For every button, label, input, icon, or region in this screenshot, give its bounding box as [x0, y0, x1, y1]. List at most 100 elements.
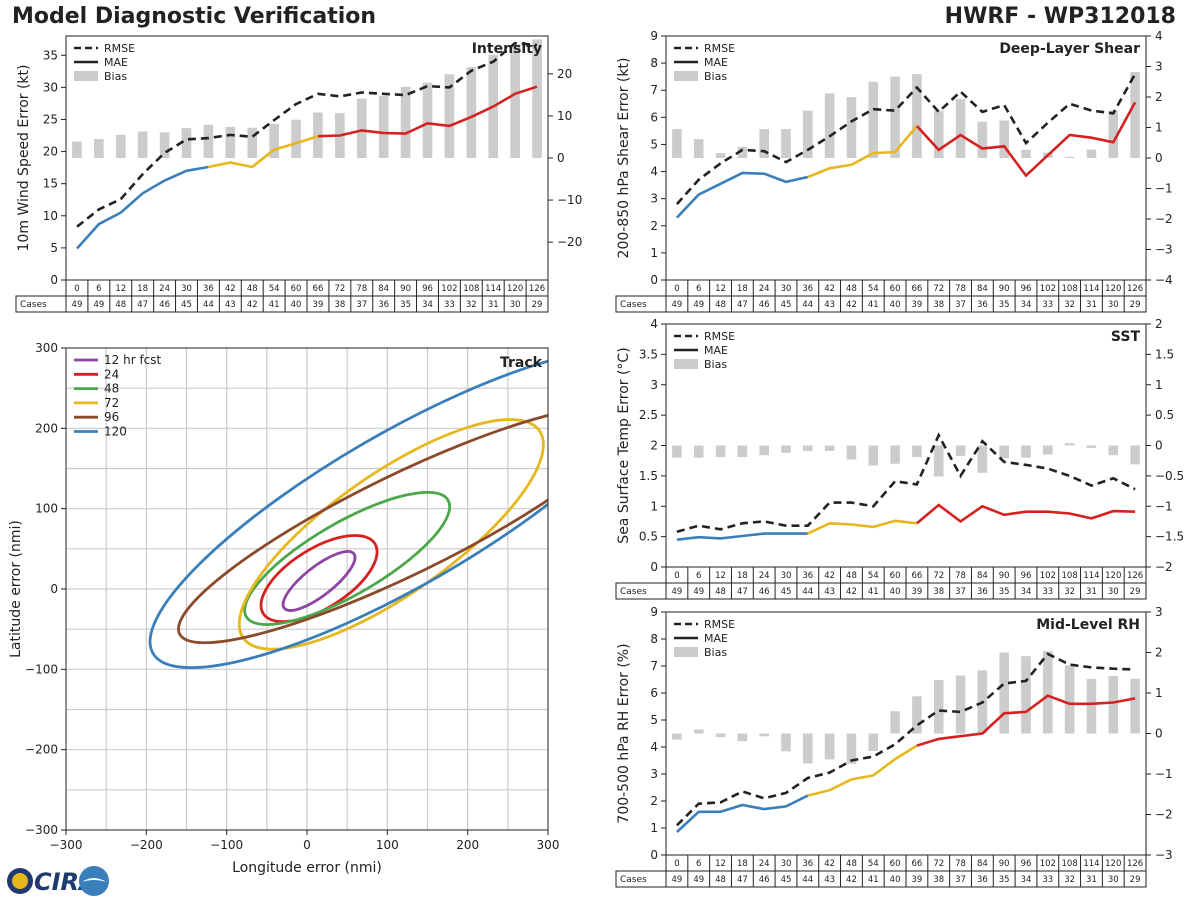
shear-case-count: 44 [802, 300, 813, 310]
rh-ytick-label: 5 [650, 713, 658, 727]
rh-hour-label: 96 [1021, 859, 1032, 869]
intensity-rmse-line [76, 41, 538, 228]
rh-ytick-label: 4 [650, 740, 658, 754]
sst-bias-bar [1108, 445, 1119, 456]
intensity-ytick-label: 5 [50, 241, 58, 255]
track-xlabel: Longitude error (nmi) [232, 860, 382, 876]
intensity-ytick-label: 20 [43, 145, 58, 159]
intensity-mae-line-mid [208, 134, 319, 169]
shear-y2tick-label: 2 [1155, 90, 1163, 104]
rh-case-count: 39 [911, 875, 922, 885]
intensity-legend-mae: MAE [104, 56, 128, 69]
shear-bias-bar [933, 110, 944, 158]
sst-hour-label: 126 [1127, 571, 1143, 581]
sst-ytick-label: 4 [650, 317, 658, 331]
intensity-ytick-label: 25 [43, 112, 58, 126]
sst-ytick-label: 0.5 [639, 530, 658, 544]
rh-ytick-label: 1 [650, 821, 658, 835]
shear-mae-line-early [675, 171, 809, 219]
intensity-case-count: 42 [247, 300, 258, 310]
intensity-hour-label: 126 [529, 284, 545, 294]
intensity-bias-bar [137, 131, 148, 158]
shear-hour-label: 30 [781, 284, 792, 294]
rh-hour-label: 54 [868, 859, 879, 869]
rh-hour-label: 90 [999, 859, 1010, 869]
rh-cases-label: Cases [620, 875, 647, 885]
sst-hour-label: 60 [890, 571, 901, 581]
rh-case-count: 34 [1021, 875, 1032, 885]
intensity-case-count: 35 [400, 300, 411, 310]
intensity-hour-label: 60 [291, 284, 302, 294]
shear-case-count: 49 [671, 300, 682, 310]
rh-case-count: 33 [1042, 875, 1053, 885]
shear-hour-label: 54 [868, 284, 879, 294]
shear-hour-label: 48 [846, 284, 857, 294]
sst-case-count: 49 [693, 587, 704, 597]
intensity-bias-bar [94, 139, 104, 158]
track-xtick-label: 300 [537, 838, 560, 852]
rh-ytick-label: 8 [650, 632, 658, 646]
intensity-case-count: 38 [334, 300, 345, 310]
intensity-hour-label: 36 [203, 284, 214, 294]
shear-legend-rmse: RMSE [704, 42, 735, 55]
sst-ytick-label: 2 [650, 439, 658, 453]
intensity-case-count: 39 [313, 300, 324, 310]
rh-y2tick-label: −3 [1155, 848, 1173, 862]
sst-ytick-label: 1 [650, 499, 658, 513]
track-ytick-label: 200 [35, 421, 58, 435]
track-ellipse-48 [243, 490, 452, 626]
track-legend-label: 120 [104, 425, 127, 439]
track-legend-label: 96 [104, 410, 119, 424]
rh-hour-label: 84 [977, 859, 988, 869]
shear-legend-bias-swatch [674, 71, 698, 81]
shear-bias-bar [846, 97, 857, 158]
sst-title: SST [1111, 329, 1141, 345]
sst-case-count: 34 [1021, 587, 1032, 597]
sst-bias-bar [803, 445, 813, 451]
sst-bias-bar [1021, 445, 1031, 458]
sst-hour-label: 54 [868, 571, 879, 581]
rh-case-count: 43 [824, 875, 835, 885]
shear-bias-bar [955, 99, 966, 158]
intensity-case-count: 31 [488, 300, 499, 310]
shear-case-count: 48 [715, 300, 726, 310]
rh-ytick-label: 6 [650, 686, 658, 700]
shear-hour-label: 126 [1127, 284, 1143, 294]
rh-case-count: 46 [759, 875, 770, 885]
rh-hour-label: 36 [802, 859, 813, 869]
sst-ytick-label: 3 [650, 378, 658, 392]
shear-case-count: 45 [781, 300, 792, 310]
shear-hour-label: 42 [824, 284, 835, 294]
shear-mae-line-late [915, 101, 1137, 178]
shear-hour-label: 6 [696, 284, 701, 294]
page-title: Model Diagnostic Verification [12, 4, 377, 29]
rh-case-count: 47 [737, 875, 748, 885]
shear-case-count: 46 [759, 300, 770, 310]
intensity-bias-bar [269, 123, 279, 158]
sst-y2tick-label: −0.5 [1155, 469, 1184, 483]
intensity-ytick-label: 35 [43, 48, 58, 62]
intensity-mae-line-early [76, 165, 209, 250]
sst-bias-bar [1064, 443, 1075, 446]
sst-case-count: 36 [977, 587, 988, 597]
shear-y2tick-label: 0 [1155, 151, 1163, 165]
intensity-hour-label: 30 [181, 284, 192, 294]
intensity-case-count: 49 [93, 300, 104, 310]
shear-bias-bar [999, 120, 1009, 158]
intensity-bias-bar [203, 124, 214, 158]
sst-bias-bar [759, 445, 769, 456]
intensity-case-count: 32 [466, 300, 477, 310]
intensity-ytick-label: 10 [43, 209, 58, 223]
sst-bias-bar [824, 445, 835, 451]
shear-case-count: 47 [737, 300, 748, 310]
intensity-hour-label: 108 [463, 284, 479, 294]
sst-y2tick-label: 0.5 [1155, 408, 1174, 422]
rh-bias-bar [737, 733, 748, 742]
intensity-case-count: 43 [225, 300, 236, 310]
intensity-ytick-label: 15 [43, 177, 58, 191]
shear-bias-bar [737, 147, 748, 158]
rh-hour-label: 114 [1083, 859, 1099, 869]
shear-ytick-label: 2 [650, 219, 658, 233]
shear-hour-label: 60 [890, 284, 901, 294]
